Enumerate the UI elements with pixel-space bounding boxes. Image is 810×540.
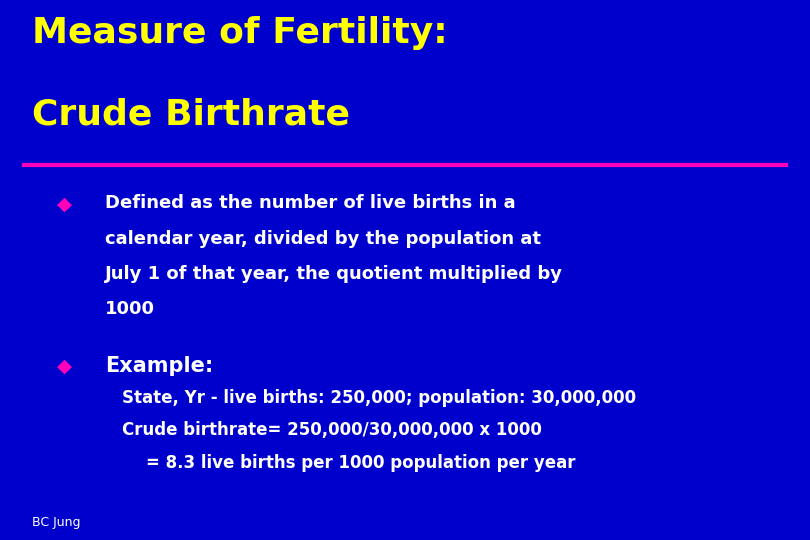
Text: Crude birthrate= 250,000/30,000,000 x 1000: Crude birthrate= 250,000/30,000,000 x 10… bbox=[122, 421, 541, 439]
Text: State, Yr - live births: 250,000; population: 30,000,000: State, Yr - live births: 250,000; popula… bbox=[122, 389, 636, 407]
Text: BC Jung: BC Jung bbox=[32, 516, 81, 529]
Text: 1000: 1000 bbox=[105, 300, 156, 318]
Text: ◆: ◆ bbox=[57, 356, 72, 375]
Text: July 1 of that year, the quotient multiplied by: July 1 of that year, the quotient multip… bbox=[105, 265, 563, 282]
Text: Measure of Fertility:: Measure of Fertility: bbox=[32, 16, 448, 50]
Text: calendar year, divided by the population at: calendar year, divided by the population… bbox=[105, 230, 541, 247]
Text: ◆: ◆ bbox=[57, 194, 72, 213]
Text: Example:: Example: bbox=[105, 356, 214, 376]
Text: = 8.3 live births per 1000 population per year: = 8.3 live births per 1000 population pe… bbox=[146, 454, 575, 471]
Text: Crude Birthrate: Crude Birthrate bbox=[32, 97, 351, 131]
Text: Defined as the number of live births in a: Defined as the number of live births in … bbox=[105, 194, 516, 212]
